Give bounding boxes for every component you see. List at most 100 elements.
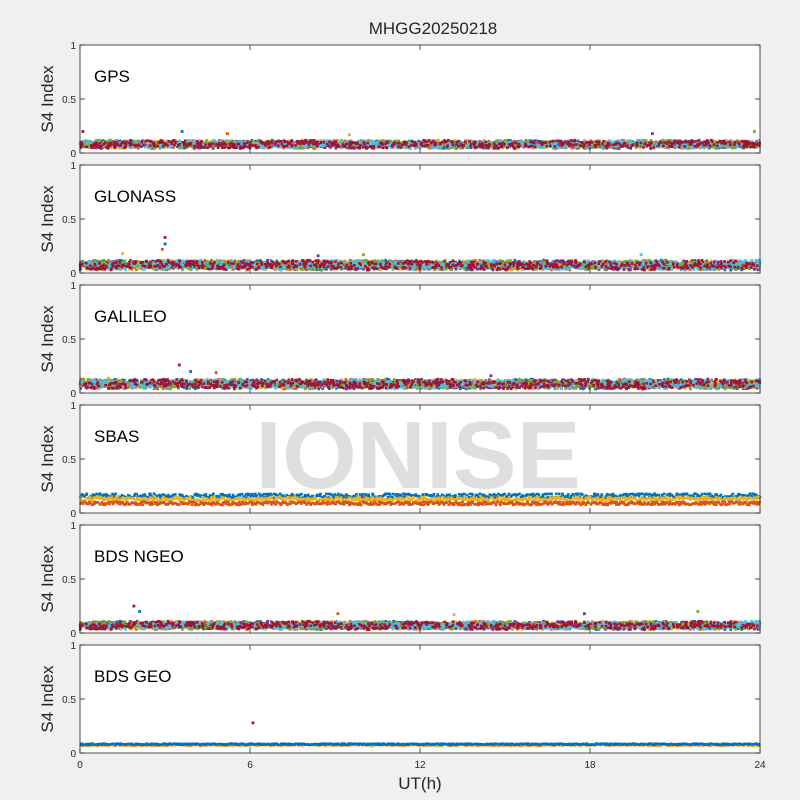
- data-point: [464, 139, 467, 142]
- data-point: [649, 147, 652, 150]
- data-point: [497, 147, 500, 150]
- data-point: [148, 141, 152, 145]
- data-point: [359, 140, 363, 144]
- data-point: [659, 141, 663, 144]
- data-point: [441, 140, 444, 143]
- data-point: [642, 141, 645, 144]
- data-point: [124, 143, 127, 147]
- data-point: [674, 143, 678, 146]
- data-point: [123, 139, 127, 143]
- data-point: [432, 139, 435, 143]
- data-point: [152, 144, 156, 148]
- data-point: [271, 144, 274, 147]
- data-point: [686, 146, 690, 149]
- data-point: [269, 140, 273, 144]
- data-point: [109, 138, 112, 142]
- data-point: [727, 140, 730, 144]
- data-point: [602, 145, 606, 149]
- data-point: [349, 140, 353, 144]
- data-point: [447, 141, 451, 144]
- data-point-spike: [180, 130, 184, 133]
- data-point: [666, 139, 669, 142]
- data-point: [737, 141, 741, 145]
- data-point: [473, 145, 477, 148]
- data-point: [280, 142, 284, 146]
- data-point: [107, 142, 111, 146]
- data-point: [203, 141, 206, 145]
- data-point: [504, 140, 507, 143]
- data-point: [642, 146, 645, 149]
- data-point: [108, 146, 111, 150]
- data-point: [134, 140, 137, 143]
- data-point: [353, 143, 357, 146]
- data-point: [637, 144, 641, 148]
- data-point: [523, 144, 527, 147]
- data-point: [513, 145, 517, 149]
- data-point: [490, 144, 493, 148]
- data-point-spike: [347, 133, 351, 137]
- data-point: [729, 143, 732, 147]
- data-point: [541, 142, 544, 145]
- data-point: [664, 139, 668, 143]
- data-point: [394, 139, 397, 143]
- data-point: [202, 144, 206, 147]
- data-point: [85, 145, 88, 148]
- data-point: [683, 145, 687, 148]
- data-point: [142, 143, 145, 147]
- data-point: [671, 142, 675, 145]
- data-point: [373, 142, 376, 146]
- data-point: [637, 143, 641, 146]
- data-point: [506, 146, 509, 149]
- data-point: [582, 143, 586, 147]
- data-point: [290, 143, 294, 147]
- data-point: [116, 143, 120, 147]
- data-point: [508, 145, 512, 148]
- data-point: [639, 141, 643, 145]
- data-point: [503, 143, 506, 146]
- data-point: [99, 147, 103, 150]
- data-point: [652, 146, 655, 149]
- data-point: [200, 140, 203, 144]
- data-point: [366, 141, 369, 145]
- data-point: [727, 145, 730, 149]
- data-point: [717, 139, 720, 142]
- data-point: [82, 142, 85, 146]
- data-point: [464, 144, 468, 148]
- data-point: [306, 146, 310, 149]
- data-point: [536, 140, 540, 143]
- data-point: [404, 146, 408, 150]
- data-point: [400, 143, 404, 147]
- data-point: [512, 145, 515, 149]
- data-point: [185, 139, 189, 143]
- data-point: [381, 143, 384, 146]
- data-point: [289, 145, 293, 148]
- data-point: [137, 140, 140, 143]
- data-point: [246, 141, 249, 144]
- data-point: [743, 144, 747, 147]
- data-point: [387, 144, 390, 147]
- data-point: [130, 142, 133, 146]
- data-point: [302, 142, 306, 145]
- data-point: [397, 145, 400, 148]
- data-point: [711, 145, 714, 149]
- data-point: [697, 143, 701, 147]
- data-point: [726, 142, 730, 146]
- data-point: [310, 141, 314, 145]
- data-point: [309, 139, 313, 142]
- data-point: [554, 139, 558, 143]
- data-point: [293, 141, 296, 144]
- data-point: [691, 140, 695, 144]
- data-point: [274, 143, 277, 146]
- data-point: [355, 142, 359, 146]
- data-point: [476, 140, 480, 144]
- data-point: [584, 146, 588, 150]
- data-point: [731, 146, 734, 150]
- data-point: [153, 139, 157, 143]
- data-point: [667, 142, 671, 146]
- data-point: [315, 144, 319, 147]
- data-point: [433, 141, 437, 144]
- data-point: [555, 141, 559, 145]
- data-point: [626, 139, 629, 143]
- data-point: [154, 141, 158, 145]
- data-point: [544, 141, 548, 144]
